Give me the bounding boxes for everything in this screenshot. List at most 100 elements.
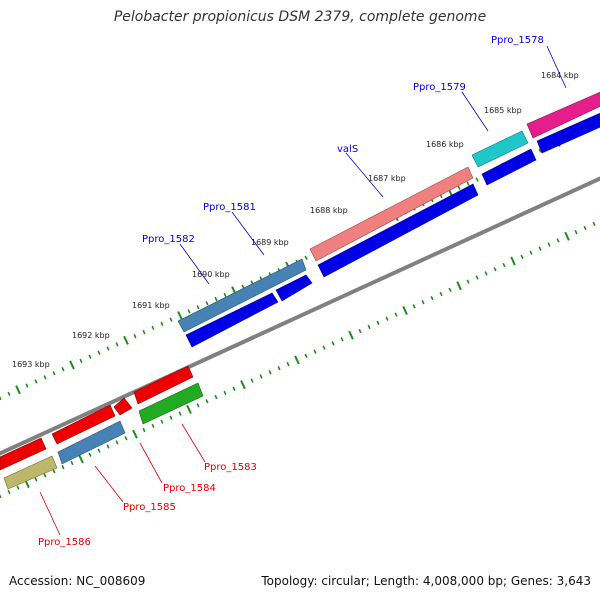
outer-tick [456, 281, 462, 291]
outer-tick [430, 295, 434, 301]
leader-ppro-1578 [546, 45, 567, 89]
outer-tick [402, 305, 408, 316]
outer-tick [286, 361, 290, 367]
outer-tick [205, 399, 209, 404]
inner-tick [15, 385, 21, 395]
inner-tick [0, 396, 2, 401]
genome-backbone [0, 176, 600, 456]
gene-label-ppro-1582: Ppro_1582 [142, 234, 195, 245]
inner-tick [205, 301, 209, 306]
kbp-label-1691: 1691 kbp [132, 301, 170, 310]
gene-ppro-1582 [177, 258, 307, 333]
outer-tick [70, 460, 74, 466]
inner-tick [79, 358, 83, 364]
inner-tick [115, 342, 119, 347]
outer-tick [0, 494, 2, 499]
outer-tick [97, 448, 101, 453]
leader-ppro-1586 [39, 491, 61, 536]
outer-tick [259, 374, 263, 379]
leader-ppro-1581 [231, 211, 265, 256]
kbp-label-1689: 1689 kbp [251, 238, 289, 247]
accession-text: Accession: NC_008609 [9, 574, 146, 588]
outer-tick [376, 320, 380, 326]
gene-ppro-1579 [471, 130, 529, 168]
outer-tick [313, 349, 317, 354]
gene-label-ppro-1581: Ppro_1581 [203, 202, 256, 213]
outer-tick [304, 353, 308, 358]
outer-tick [510, 256, 516, 266]
inner-tick [61, 366, 65, 372]
outer-tick [196, 403, 200, 408]
gene-labels: Ppro_1578 Ppro_1579 valS Ppro_1581 Ppro_… [38, 35, 544, 548]
outer-tick [502, 262, 506, 268]
outer-tick [34, 477, 38, 482]
kbp-label-1685: 1685 kbp [484, 106, 522, 115]
outer-tick [538, 246, 542, 251]
outer-tick [88, 452, 92, 457]
outer-tick [169, 415, 173, 420]
outer-tick [43, 473, 47, 478]
leader-ppro-1585 [94, 465, 124, 503]
outer-tick [556, 238, 560, 243]
gene-ppro-1578 [526, 91, 600, 139]
plus-strand-inner-features [185, 112, 600, 348]
outer-tick [394, 312, 398, 317]
leader-vals [345, 152, 384, 198]
outer-tick [250, 378, 254, 383]
kbp-label-1693: 1693 kbp [12, 360, 50, 369]
inner-tick [142, 329, 146, 335]
outer-tick [78, 454, 84, 464]
gene-label-ppro-1585: Ppro_1585 [123, 502, 176, 513]
inner-tick [457, 185, 461, 190]
inner-tick [106, 346, 110, 351]
inner-tick [169, 317, 173, 322]
inner-tick [52, 371, 56, 376]
kbp-label-1690: 1690 kbp [192, 270, 230, 279]
outer-tick [115, 440, 119, 445]
kbp-label-1684: 1684 kbp [541, 71, 579, 80]
inner-tick [223, 292, 227, 298]
outer-tick-ring [0, 221, 596, 499]
outer-tick [142, 427, 146, 433]
kbp-labels: 1684 kbp 1685 kbp 1686 kbp 1687 kbp 1688… [12, 71, 579, 369]
outer-tick [277, 366, 281, 371]
inner-tick [466, 181, 470, 186]
topology-text: Topology: circular; Length: 4,008,000 bp… [261, 574, 591, 588]
inner-tick [160, 321, 164, 326]
gene-ppro-1584 [113, 397, 133, 416]
inner-tick [538, 148, 542, 153]
outer-tick [322, 345, 326, 350]
outer-tick [348, 330, 354, 340]
outer-tick [574, 229, 578, 235]
outer-tick [466, 279, 470, 284]
map-title: Pelobacter propionicus DSM 2379, complet… [113, 9, 487, 25]
outer-tick [268, 370, 272, 375]
outer-tick [475, 275, 479, 280]
cds-1578 [536, 112, 600, 154]
outer-tick [529, 250, 533, 255]
outer-tick [294, 355, 300, 365]
minus-strand-features [0, 365, 204, 490]
inner-tick [151, 325, 155, 331]
gene-label-ppro-1579: Ppro_1579 [413, 82, 466, 93]
plus-strand-outer-features [177, 91, 600, 333]
inner-tick [475, 177, 479, 182]
outer-tick [52, 469, 56, 474]
outer-tick [7, 489, 11, 495]
inner-tick [43, 375, 47, 380]
outer-tick [592, 221, 596, 227]
inner-tick [34, 379, 38, 384]
gene-ppro-1583-green [138, 382, 204, 425]
inner-tick [196, 305, 200, 310]
inner-tick [304, 255, 308, 260]
outer-tick [493, 267, 497, 272]
outer-tick [106, 444, 110, 449]
outer-tick [520, 254, 524, 260]
inner-tick [177, 311, 183, 321]
inner-tick [97, 350, 101, 355]
outer-tick [124, 436, 128, 441]
gene-label-vals: valS [337, 144, 358, 155]
kbp-label-1687: 1687 kbp [368, 174, 406, 183]
outer-tick [151, 423, 155, 429]
